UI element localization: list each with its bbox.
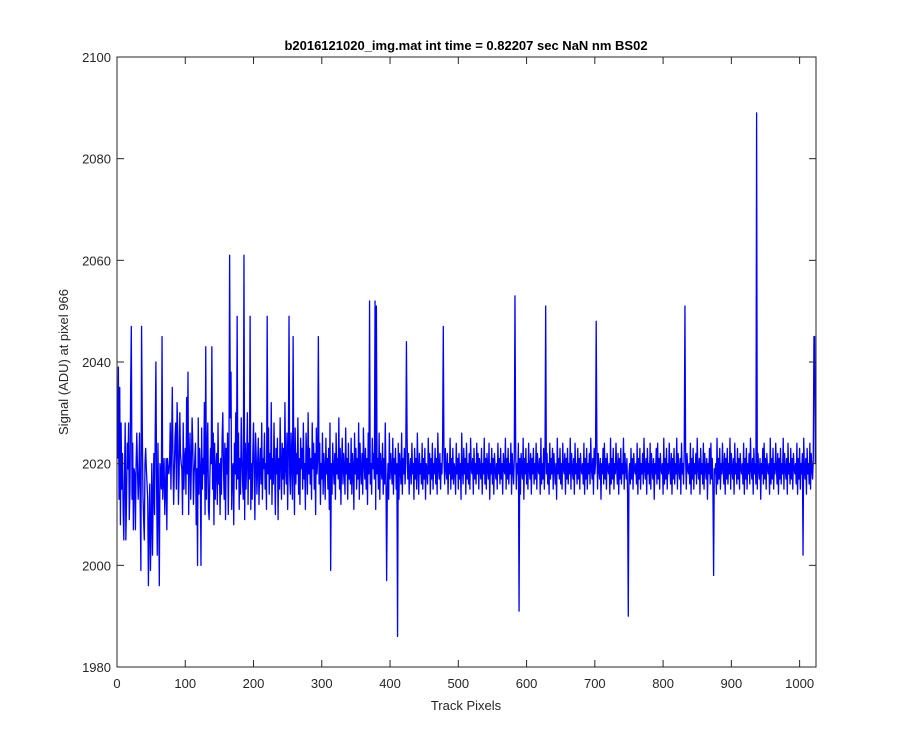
y-tick-label: 2060 <box>82 253 111 268</box>
y-axis-ticks: 1980 2000 2020 2040 2060 2080 2100 <box>82 50 816 675</box>
x-axis-title: Track Pixels <box>431 698 502 713</box>
y-tick-label: 2020 <box>82 457 111 472</box>
x-tick-label: 300 <box>311 676 333 691</box>
y-axis-title: Signal (ADU) at pixel 966 <box>56 289 71 435</box>
plot-background <box>117 57 816 667</box>
x-tick-label: 700 <box>584 676 606 691</box>
y-tick-label: 2100 <box>82 50 111 65</box>
y-tick-label: 1980 <box>82 660 111 675</box>
x-tick-label: 500 <box>447 676 469 691</box>
chart-title: b2016121020_img.mat int time = 0.82207 s… <box>284 38 647 53</box>
x-tick-label: 800 <box>652 676 674 691</box>
x-tick-label: 600 <box>516 676 538 691</box>
y-tick-label: 2080 <box>82 152 111 167</box>
x-tick-label: 200 <box>243 676 265 691</box>
x-tick-label: 0 <box>113 676 120 691</box>
x-tick-label: 1000 <box>785 676 814 691</box>
x-axis-ticks: 0 100 200 300 400 500 600 700 800 900 1000 <box>113 57 814 691</box>
x-tick-label: 100 <box>174 676 196 691</box>
x-tick-label: 400 <box>379 676 401 691</box>
x-tick-label: 900 <box>721 676 743 691</box>
plot-box <box>116 56 817 668</box>
y-tick-label: 2040 <box>82 355 111 370</box>
plot-area: 0 100 200 300 400 500 600 700 800 900 1000 1980 200… <box>82 50 817 691</box>
y-tick-label: 2000 <box>82 558 111 573</box>
series-line <box>117 112 816 638</box>
